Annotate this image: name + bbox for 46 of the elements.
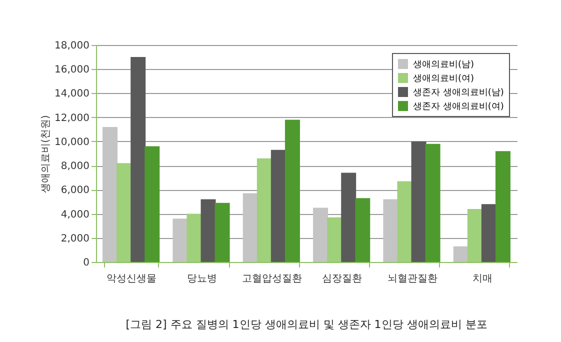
y-axis-title: 생애의료비(천원) <box>40 115 52 193</box>
bar <box>130 57 146 262</box>
bar <box>284 120 300 262</box>
y-tick-label: 12,000 <box>54 112 90 124</box>
bar <box>425 144 440 262</box>
y-tick-label: 0 <box>83 258 90 268</box>
bar <box>383 199 398 262</box>
bar <box>270 150 286 262</box>
x-tick-label: 치매 <box>472 274 492 284</box>
bar <box>341 172 356 262</box>
bar <box>397 181 412 262</box>
y-tick-label: 14,000 <box>54 88 90 100</box>
text: [그림 2] 주요 질병의 1인당 생애의료비 및 생존자 1인당 생애의료비 분포 <box>126 318 488 331</box>
x-tick-label: 악성신생물 <box>106 274 157 284</box>
bar <box>313 208 328 262</box>
x-tick-label: 당뇨병 <box>186 274 217 284</box>
bar <box>467 208 482 262</box>
y-tick-label: 4,000 <box>60 209 90 220</box>
y-tick-label: 10,000 <box>54 136 90 148</box>
y-tick-label: 16,000 <box>54 64 90 76</box>
x-tick-label: 뇌혈관질환 <box>387 274 438 284</box>
legend-label: 생존자 생애의료비(여) <box>413 102 504 112</box>
bar <box>481 204 496 262</box>
y-tick-label: 8,000 <box>60 161 90 172</box>
legend-label: 생존자 생애의료비(남) <box>413 88 504 98</box>
bar <box>355 198 370 262</box>
bar <box>214 202 230 262</box>
legend-label: 생애의료비(남) <box>413 60 474 70</box>
y-tick-label: 6,000 <box>60 185 90 196</box>
bar <box>200 199 216 262</box>
bar <box>102 126 118 262</box>
bar <box>411 141 426 262</box>
x-tick-label: 고혈압성질환 <box>242 274 302 284</box>
x-tick-label: 심장질환 <box>322 274 362 284</box>
bar <box>144 146 160 262</box>
bar <box>495 151 510 262</box>
bar <box>327 217 342 262</box>
bar <box>186 214 202 262</box>
bar <box>242 193 258 262</box>
bar <box>172 218 188 262</box>
y-tick-label: 18,000 <box>54 40 90 52</box>
y-tick-label: 2,000 <box>60 233 90 244</box>
legend-label: 생애의료비(여) <box>413 74 474 84</box>
bar <box>453 246 468 262</box>
bar <box>256 158 272 262</box>
bar <box>116 163 132 262</box>
